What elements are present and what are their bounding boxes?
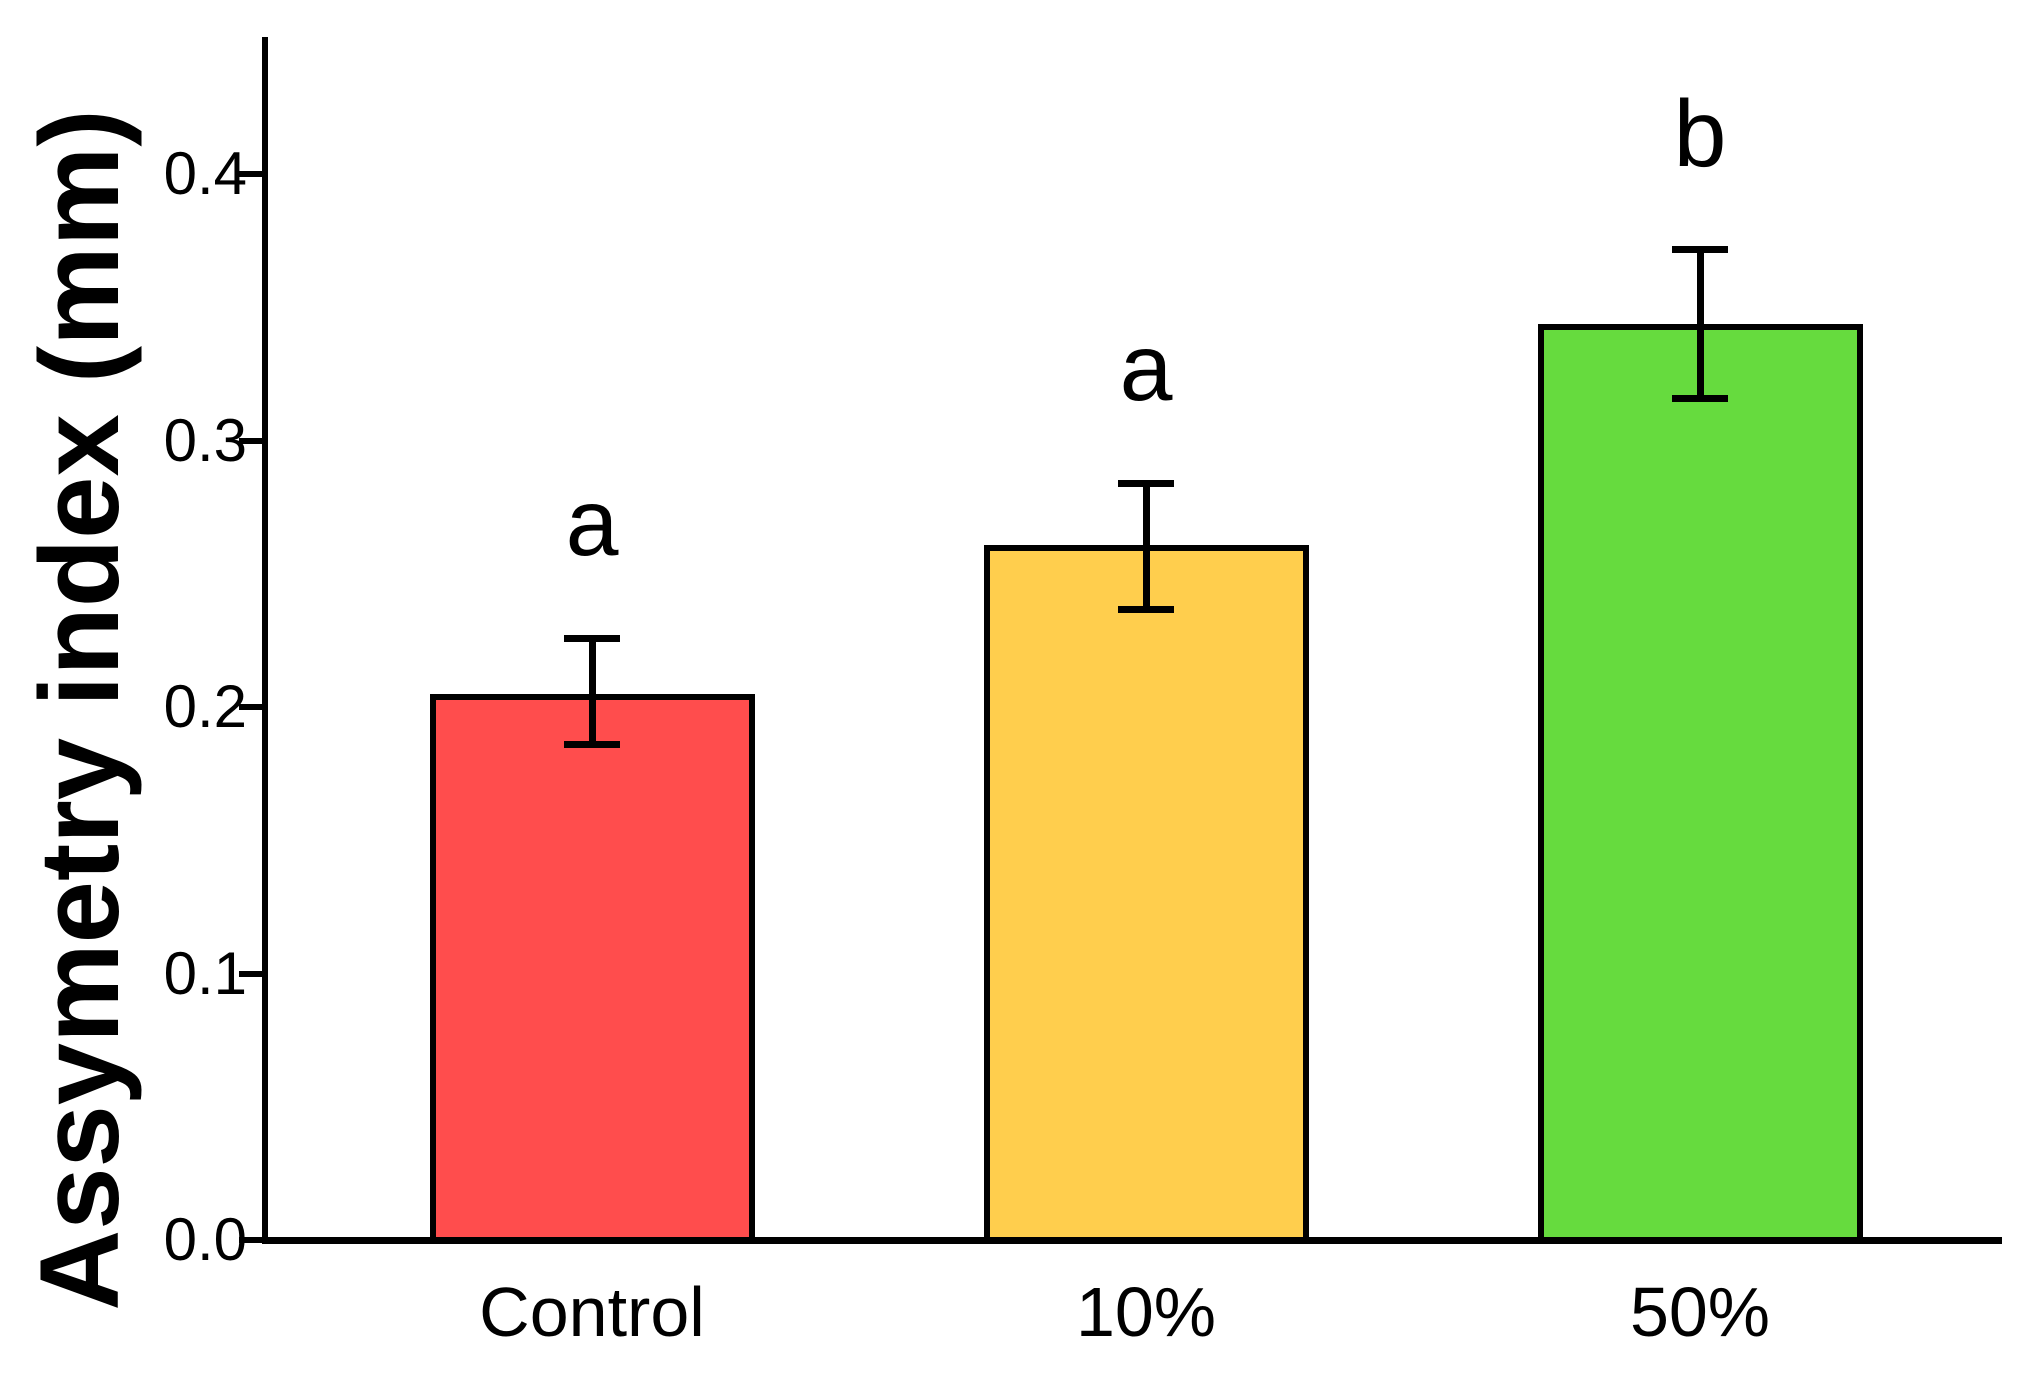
significance-letter: a xyxy=(1119,315,1173,422)
significance-letter: a xyxy=(565,469,619,576)
y-tick-label: 0.4 xyxy=(163,140,247,208)
significance-letter: b xyxy=(1673,80,1727,187)
y-tick-mark xyxy=(239,437,265,444)
error-bar-cap-top xyxy=(564,634,620,642)
error-bar-cap-bottom xyxy=(564,741,620,749)
bar xyxy=(983,544,1309,1243)
x-axis-category-label: Control xyxy=(479,1273,705,1351)
x-axis-category-label: 10% xyxy=(1075,1273,1217,1351)
y-tick-label: 0.1 xyxy=(163,939,247,1007)
y-tick-label: 0.3 xyxy=(163,406,247,474)
y-axis-line xyxy=(262,37,268,1243)
bar xyxy=(1537,323,1863,1243)
error-bar-line xyxy=(1696,248,1704,399)
y-tick-mark xyxy=(239,970,265,977)
y-tick-label: 0.2 xyxy=(163,673,247,741)
error-bar-cap-bottom xyxy=(1672,395,1728,403)
y-tick-label: 0.0 xyxy=(163,1206,247,1273)
bar xyxy=(429,693,755,1243)
x-axis-category-label: 50% xyxy=(1629,1273,1771,1351)
y-tick-mark xyxy=(239,704,265,711)
error-bar-line xyxy=(1142,483,1150,609)
y-tick-mark xyxy=(239,1237,265,1243)
error-bar-line xyxy=(588,637,596,745)
error-bar-cap-top xyxy=(1118,480,1174,488)
error-bar-cap-bottom xyxy=(1118,605,1174,613)
y-tick-mark xyxy=(239,171,265,178)
error-bar-cap-top xyxy=(1672,245,1728,253)
